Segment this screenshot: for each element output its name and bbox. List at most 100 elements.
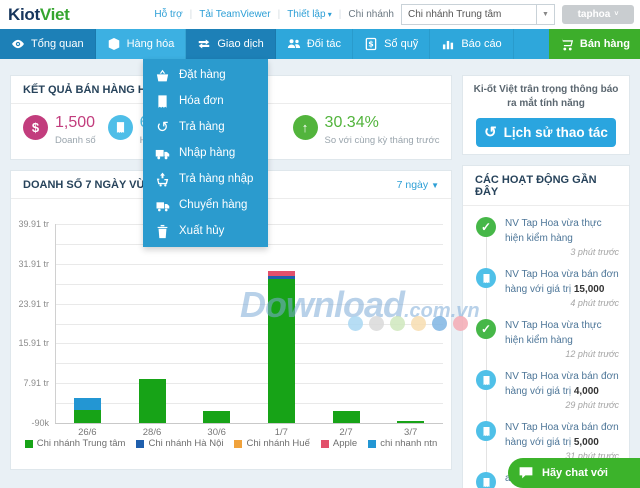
stat-value: 30.34% xyxy=(324,114,379,131)
activity-feed: ✓ NV Tap Hoa vừa thực hiện kiểm hàng 3 phú… xyxy=(463,206,629,488)
activity-time: 29 phút trước xyxy=(565,400,619,410)
bar-chart: 39.91 tr 31.91 tr 23.91 tr 15.91 tr 7.91 tr -… xyxy=(11,199,451,438)
history-icon: ↺ xyxy=(484,124,497,141)
nav-item-label: Tổng quan xyxy=(31,38,84,50)
logo-part-kiot: Kiot xyxy=(8,4,40,24)
activity-body: NV Tap Hoa vừa bán đơn hàng với giá trị … xyxy=(505,370,619,410)
eye-icon xyxy=(11,37,25,51)
user-menu-button[interactable]: taphoa ˅ xyxy=(562,5,634,24)
y-axis-line xyxy=(55,224,56,423)
menu-item-label: Xuất hủy xyxy=(179,225,225,237)
notice-line-2: ra mắt tính năng xyxy=(507,97,585,109)
menu-item-hoa-don[interactable]: Hóa đơn xyxy=(143,88,268,114)
activity-body: NV Tap Hoa vừa bán đơn hàng với giá trị … xyxy=(505,421,619,461)
bar-segment xyxy=(332,411,360,423)
activity-text: NV Tap Hoa vừa bán đơn hàng với giá trị … xyxy=(505,422,619,448)
dollar-coin-icon: $ xyxy=(23,115,48,140)
invoice-icon xyxy=(155,94,170,109)
sell-button[interactable]: Bán hàng xyxy=(548,29,640,59)
undo-icon: ↺ xyxy=(156,118,169,136)
check-icon: ✓ xyxy=(476,217,496,237)
range-dropdown[interactable]: 7 ngày ▼ xyxy=(397,179,439,191)
activity-body: NV Tap Hoa vừa thực hiện kiểm hàng 3 phút… xyxy=(505,217,619,257)
gridline xyxy=(55,343,443,345)
nav-item-tong-quan[interactable]: Tổng quan xyxy=(0,29,96,59)
legend-item: chi nhanh ntn xyxy=(368,438,437,449)
nav-item-giao-dich[interactable]: Giao dịch xyxy=(186,29,276,59)
legend-label: Apple xyxy=(332,438,358,449)
stat-label: Doanh số xyxy=(55,134,96,146)
nav-item-label: Đối tác xyxy=(306,38,342,50)
history-button[interactable]: ↺ Lịch sử thao tác xyxy=(476,118,616,147)
sell-button-label: Bán hàng xyxy=(579,38,630,50)
kiotviet-logo: KiotViet xyxy=(8,5,70,25)
chat-widget[interactable]: Hãy chat với xyxy=(508,458,640,488)
legend-item: Apple xyxy=(320,438,358,449)
y-axis-tick: 7.91 tr xyxy=(23,378,49,389)
legend-swatch xyxy=(320,439,329,448)
bar-segment xyxy=(267,278,295,423)
menu-item-nhap-hang[interactable]: Nhập hàng xyxy=(143,140,268,166)
legend-label: Chi nhánh Hà Nội xyxy=(148,438,224,449)
x-axis-tick: 30/6 xyxy=(207,427,226,438)
gridline xyxy=(55,323,443,325)
nav-item-so-quy[interactable]: $ Sổ quỹ xyxy=(353,29,431,59)
menu-item-chuyen-hang[interactable]: Chuyển hàng xyxy=(143,192,268,218)
cash-book-icon: $ xyxy=(364,37,378,51)
x-axis-tick: 26/6 xyxy=(78,427,97,438)
y-axis-tick: 39.91 tr xyxy=(18,219,49,229)
stat-value: 1,500 xyxy=(55,114,96,131)
branch-select-value: Chi nhánh Trung tâm xyxy=(408,9,502,20)
nav-item-label: Giao dịch xyxy=(217,38,264,50)
activity-text: NV Tap Hoa vừa bán đơn hàng với giá trị … xyxy=(505,371,619,397)
nav-item-label: Hàng hóa xyxy=(126,38,175,50)
invoice-icon xyxy=(476,268,496,288)
activity-time: 4 phút trước xyxy=(570,298,619,308)
chat-label: Hãy chat với xyxy=(542,467,608,479)
legend-item: Chi nhánh Hà Nội xyxy=(136,438,223,449)
user-name: taphoa xyxy=(577,9,611,20)
notice-text: Ki-ốt Việt trân trọng thông báo ra mắt t… xyxy=(474,83,619,110)
menu-item-tra-hang-nhap[interactable]: Trả hàng nhập xyxy=(143,166,268,192)
legend-label: Chi nhánh Trung tâm xyxy=(36,438,126,449)
activity-item: NV Tap Hoa vừa bán đơn hàng với giá trị … xyxy=(463,367,629,418)
header-link-2[interactable]: Tải TeamViewer xyxy=(199,9,271,20)
bar-segment xyxy=(203,411,231,423)
recent-activity-panel: CÁC HOẠT ĐỘNG GẦN ĐÂY ✓ NV Tap Hoa vừa th… xyxy=(462,165,630,488)
menu-item-tra-hang[interactable]: ↺ Trả hàng xyxy=(143,114,268,140)
gridline xyxy=(55,403,443,405)
bar-segment xyxy=(73,410,101,423)
nav-item-hang-hoa[interactable]: Hàng hóa xyxy=(95,29,187,59)
branch-select[interactable]: Chi nhánh Trung tâm ▼ xyxy=(401,4,555,25)
svg-text:$: $ xyxy=(368,40,373,49)
bar-segment xyxy=(73,398,101,411)
branch-select-arrow-icon[interactable]: ▼ xyxy=(536,5,554,24)
stat-3: ↑ 30.34% So với cùng kỳ tháng trước xyxy=(292,114,439,146)
activity-body: NV Tap Hoa vừa bán đơn hàng với giá trị … xyxy=(505,268,619,308)
gridline xyxy=(55,363,443,365)
invoice-icon xyxy=(476,421,496,441)
gridline xyxy=(55,383,443,385)
nav-item-bao-cao[interactable]: Báo cáo xyxy=(430,29,514,59)
activity-text: NV Tap Hoa vừa thực hiện kiểm hàng xyxy=(505,320,602,346)
separator: | xyxy=(277,9,281,20)
nav-item-label: Báo cáo xyxy=(461,38,502,50)
stat-texts: 1,500 Doanh số xyxy=(55,114,96,146)
chevron-down-icon: ▼ xyxy=(431,181,439,190)
gridline xyxy=(55,283,443,285)
menu-item-dat-hang[interactable]: Đặt hàng xyxy=(143,62,268,88)
bar-segment xyxy=(267,275,295,279)
header-link-3[interactable]: Thiết lập ▾ xyxy=(287,9,332,20)
invoice-icon xyxy=(476,370,496,390)
right-column: Ki-ốt Việt trân trọng thông báo ra mắt t… xyxy=(462,75,630,488)
range-dropdown-value: 7 ngày xyxy=(396,179,429,191)
cart-icon xyxy=(559,37,574,52)
menu-item-xuat-huy[interactable]: Xuất hủy xyxy=(143,218,268,244)
separator: | xyxy=(338,9,342,20)
arrow-up-icon: ↑ xyxy=(292,115,318,140)
x-axis-tick: 1/7 xyxy=(274,427,288,438)
y-axis-tick: 31.91 tr xyxy=(18,258,49,269)
nav-item-doi-tac[interactable]: Đối tác xyxy=(276,29,354,59)
legend-swatch xyxy=(368,439,377,448)
header-link-1[interactable]: Hỗ trợ xyxy=(154,9,183,20)
